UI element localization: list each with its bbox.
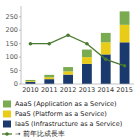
legend-swatch (5, 132, 9, 136)
bar (63, 75, 73, 84)
legend-swatch (3, 111, 11, 118)
bar (82, 64, 92, 84)
legend-label: IaaS (Infrastructure as a Service) (15, 120, 122, 128)
x-tick-label: 2013 (79, 86, 96, 94)
bar (44, 75, 54, 77)
y-tick-label: 100 (6, 53, 18, 61)
y-tick-label: 0 (14, 80, 18, 88)
legend-swatch (3, 101, 11, 108)
plot-area (26, 11, 130, 84)
x-tick-label: 2014 (97, 86, 114, 94)
point (29, 42, 33, 46)
point (123, 64, 127, 68)
bar (82, 50, 92, 58)
bar (44, 79, 54, 84)
point (47, 42, 51, 46)
x-tick-label: 2012 (60, 86, 77, 94)
y-tick-label: 150 (6, 40, 18, 48)
bar (101, 54, 111, 84)
x-tick-label: 2015 (116, 86, 133, 94)
line (30, 35, 124, 66)
y-tick-label: 250 (6, 13, 18, 21)
bar (26, 81, 36, 83)
x-tick-label: 2011 (41, 86, 58, 94)
x-tick-label: 2010 (22, 86, 39, 94)
bar (44, 77, 54, 79)
bar (101, 42, 111, 54)
point (104, 58, 108, 62)
bar (120, 25, 130, 42)
bar (101, 33, 111, 42)
legend-label: PaaS (Platform as a Service) (15, 110, 107, 118)
y-tick-label: 50 (10, 67, 18, 75)
bar (63, 67, 73, 71)
legend-swatch (3, 121, 11, 128)
legend-label: → 前年比成長率 (15, 130, 65, 138)
bar (63, 71, 73, 74)
y-tick-label: 200 (6, 26, 18, 34)
bar (120, 11, 130, 24)
bar (82, 57, 92, 64)
bar (26, 80, 36, 81)
legend-label: AaaS (Application as a Service) (15, 100, 117, 108)
point (85, 42, 89, 46)
y-axis (21, 6, 22, 84)
x-axis (21, 84, 134, 85)
point (66, 33, 70, 37)
chart: 0 50 100 150 200 250 201020112012201320142015 A… (0, 0, 140, 140)
bar (120, 42, 130, 84)
